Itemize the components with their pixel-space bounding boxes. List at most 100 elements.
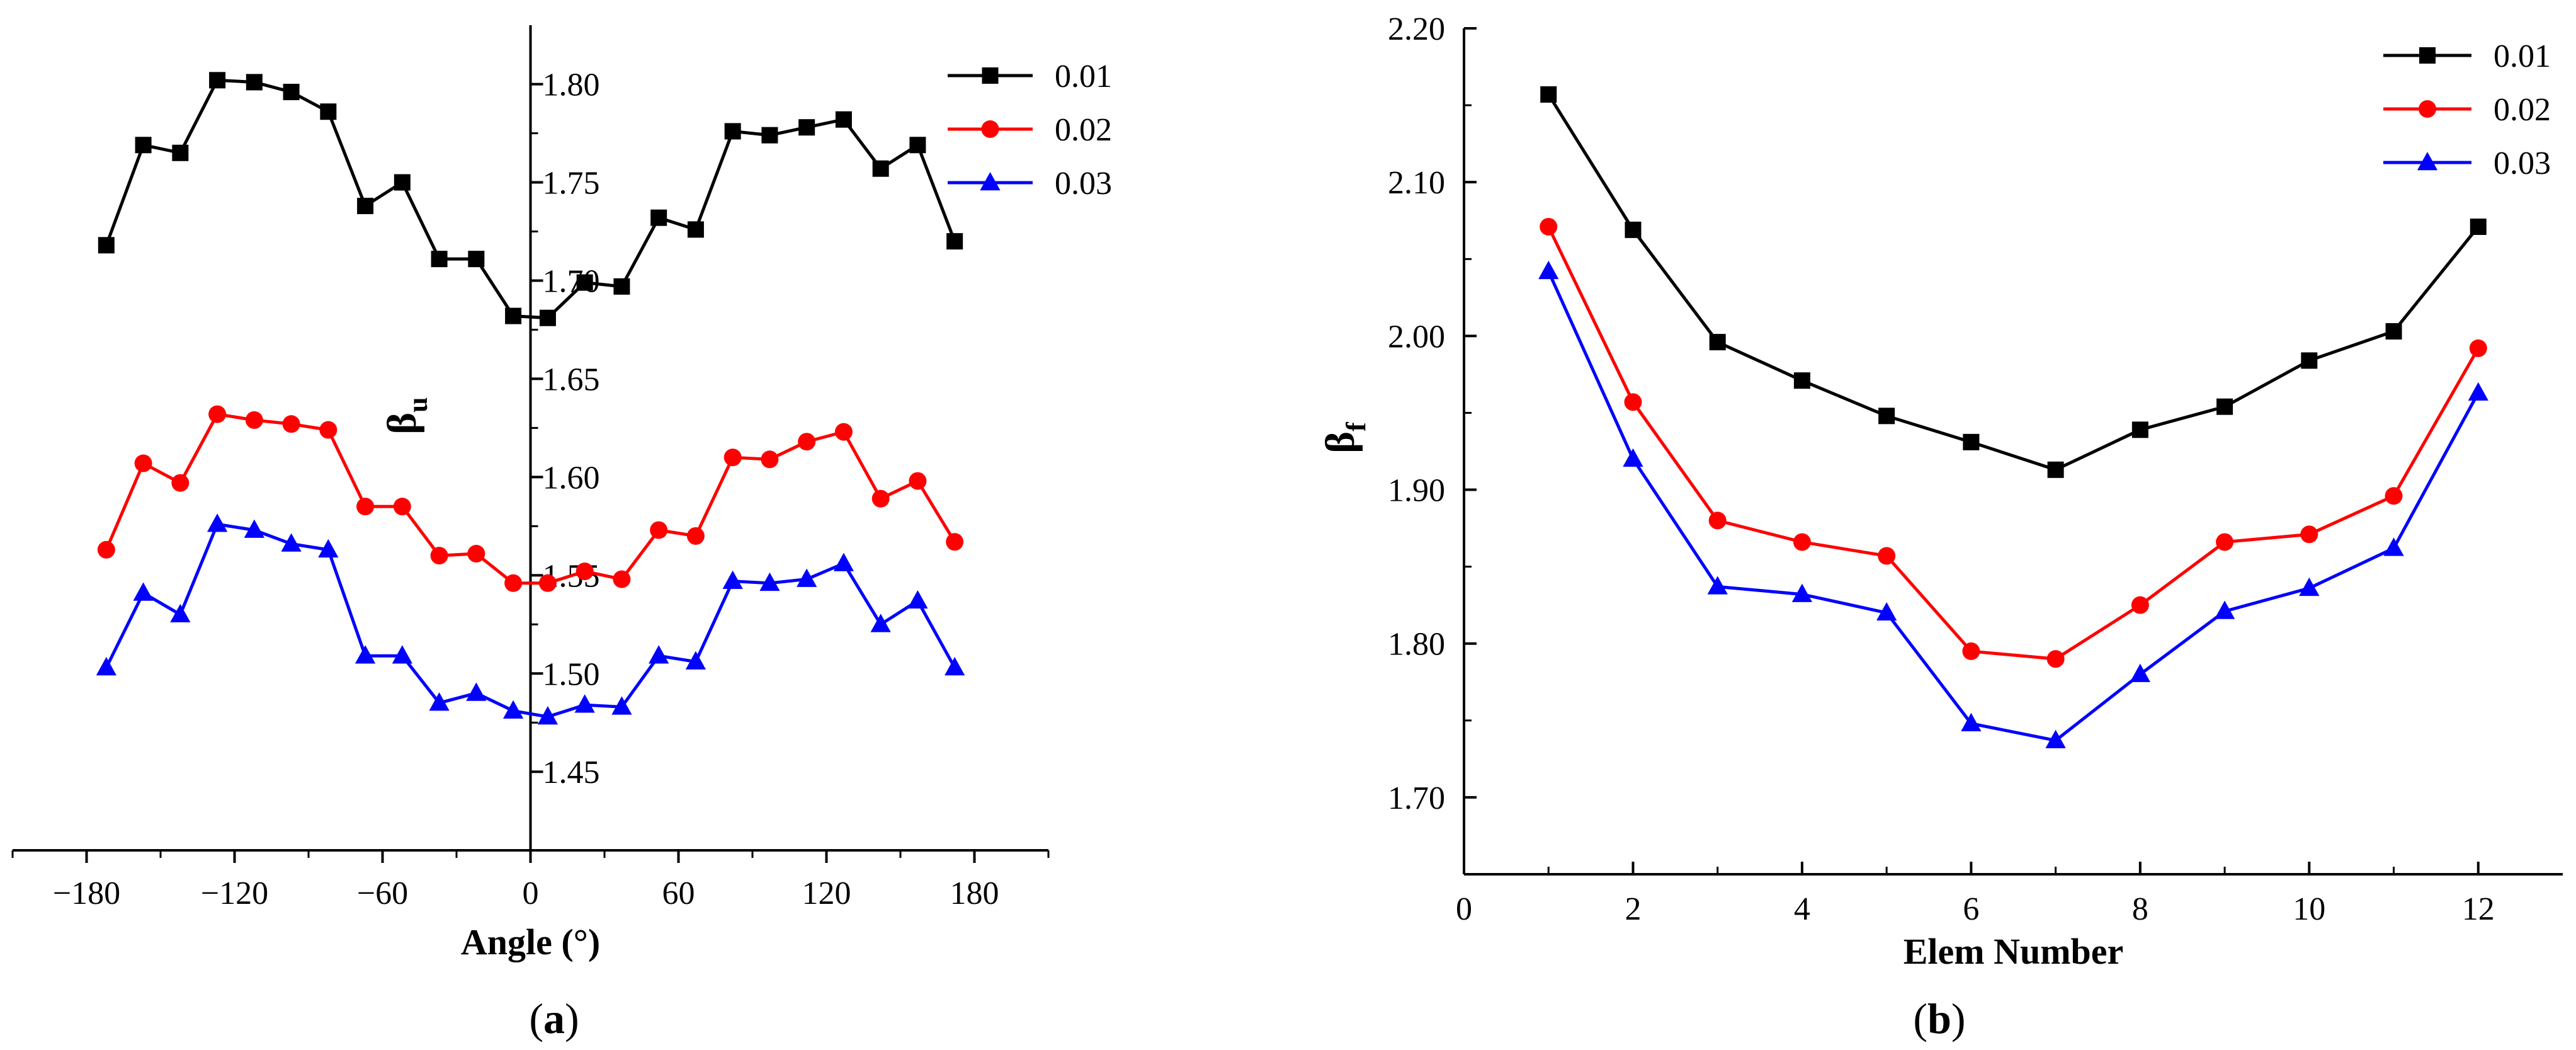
- data-point: [576, 562, 594, 581]
- data-point: [2216, 533, 2234, 551]
- y-tick-label: 2.20: [1388, 11, 1445, 47]
- data-point: [1961, 712, 1982, 731]
- series-0.01: [1540, 86, 2487, 478]
- data-point: [2299, 577, 2320, 596]
- y-tick-label: 1.75: [543, 166, 600, 202]
- data-point: [394, 174, 411, 191]
- data-point: [574, 694, 595, 713]
- legend-marker: [982, 67, 999, 84]
- data-point: [907, 590, 928, 609]
- data-point: [1708, 511, 1727, 530]
- data-point: [1963, 433, 1980, 450]
- data-point: [2216, 398, 2233, 415]
- legend-entry: 0.03: [948, 166, 1112, 202]
- y-tick-label: 1.60: [543, 460, 600, 496]
- data-point: [505, 307, 522, 324]
- y-axis-label-base: β: [379, 413, 425, 435]
- caption-open-paren: (: [1913, 995, 1927, 1042]
- data-point: [1962, 642, 1980, 660]
- x-tick-label: 4: [1794, 891, 1810, 927]
- data-point: [685, 651, 706, 670]
- data-point: [467, 545, 485, 563]
- data-point: [281, 533, 302, 552]
- series-line: [1546, 270, 2480, 743]
- data-point: [393, 498, 411, 516]
- x-tick-label: 8: [2132, 891, 2148, 927]
- legend-marker: [2419, 100, 2436, 118]
- data-point: [170, 603, 191, 622]
- legend-label: 0.01: [2494, 38, 2551, 74]
- data-point: [245, 411, 263, 429]
- data-point: [209, 72, 226, 89]
- data-point: [761, 127, 778, 144]
- data-point: [468, 251, 485, 268]
- data-point: [244, 519, 264, 538]
- data-point: [320, 103, 337, 120]
- data-point: [356, 498, 375, 516]
- x-tick-label: −180: [53, 876, 120, 911]
- data-point: [2385, 487, 2403, 505]
- data-point: [946, 233, 963, 250]
- data-point: [357, 197, 374, 214]
- data-point: [687, 221, 704, 238]
- data-point: [1540, 86, 1557, 103]
- x-tick-label: 0: [1456, 891, 1472, 927]
- data-point: [246, 74, 263, 91]
- x-axis-label: Angle (°): [461, 922, 600, 962]
- data-point: [2470, 218, 2487, 235]
- data-point: [319, 421, 338, 439]
- data-point: [430, 547, 448, 565]
- data-point: [172, 144, 189, 161]
- data-point: [207, 513, 228, 532]
- data-point: [283, 84, 300, 101]
- legend-marker: [2419, 47, 2436, 64]
- data-point: [135, 137, 152, 154]
- legend-entry: 0.02: [2383, 92, 2551, 128]
- data-point: [2131, 596, 2149, 614]
- y-tick-label: 1.65: [543, 362, 600, 397]
- legend-marker: [980, 172, 1001, 191]
- data-point: [797, 568, 817, 587]
- data-point: [798, 433, 816, 451]
- data-point: [2214, 600, 2235, 619]
- data-point: [909, 137, 926, 154]
- data-point: [2045, 729, 2066, 748]
- data-point: [1709, 334, 1726, 351]
- y-axis-label: βf: [1317, 421, 1371, 454]
- data-point: [1793, 372, 1810, 389]
- data-point: [318, 539, 339, 558]
- caption-close-paren: ): [565, 995, 579, 1042]
- data-point: [2046, 650, 2065, 668]
- data-point: [1540, 217, 1558, 236]
- data-point: [2047, 461, 2064, 478]
- data-point: [2383, 537, 2404, 556]
- data-point: [722, 570, 743, 589]
- x-tick-label: 120: [802, 876, 851, 911]
- data-point: [909, 472, 927, 490]
- data-point: [761, 450, 779, 469]
- data-point: [208, 405, 227, 423]
- x-tick-label: −60: [357, 876, 408, 911]
- data-point: [537, 705, 559, 725]
- data-point: [1623, 448, 1643, 467]
- x-tick-label: 0: [523, 876, 539, 911]
- data-point: [611, 696, 632, 715]
- y-tick-label: 1.45: [543, 755, 600, 790]
- legend-marker: [981, 120, 999, 138]
- x-tick-label: 180: [950, 876, 999, 911]
- data-point: [2300, 525, 2318, 544]
- data-point: [870, 613, 891, 632]
- data-point: [1876, 602, 1897, 621]
- legend-label: 0.03: [1055, 166, 1112, 202]
- caption-letter: a: [543, 995, 565, 1042]
- data-point: [945, 657, 965, 676]
- data-point: [1793, 533, 1811, 551]
- data-point: [96, 657, 116, 676]
- y-tick-label: 2.00: [1388, 319, 1445, 355]
- series-0.03: [1538, 260, 2488, 748]
- data-point: [834, 423, 853, 441]
- legend-entry: 0.03: [2383, 146, 2551, 181]
- caption-close-paren: ): [1951, 995, 1966, 1042]
- legend-entry: 0.02: [948, 112, 1112, 148]
- data-point: [650, 521, 668, 539]
